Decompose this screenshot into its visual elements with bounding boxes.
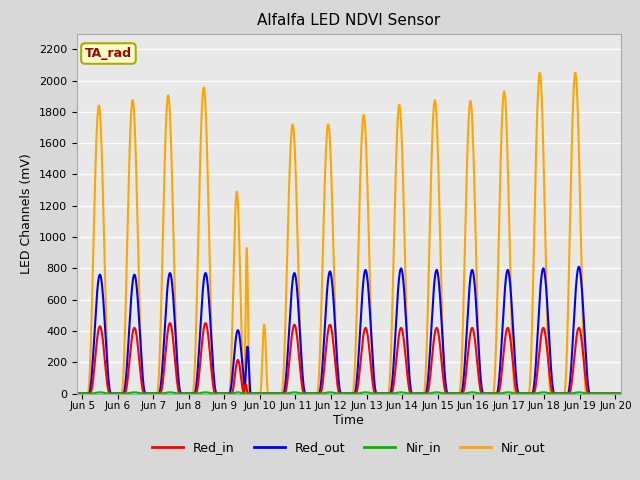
Y-axis label: LED Channels (mV): LED Channels (mV) [20, 153, 33, 274]
X-axis label: Time: Time [333, 414, 364, 427]
Text: TA_rad: TA_rad [85, 47, 132, 60]
Legend: Red_in, Red_out, Nir_in, Nir_out: Red_in, Red_out, Nir_in, Nir_out [147, 436, 550, 459]
Title: Alfalfa LED NDVI Sensor: Alfalfa LED NDVI Sensor [257, 13, 440, 28]
